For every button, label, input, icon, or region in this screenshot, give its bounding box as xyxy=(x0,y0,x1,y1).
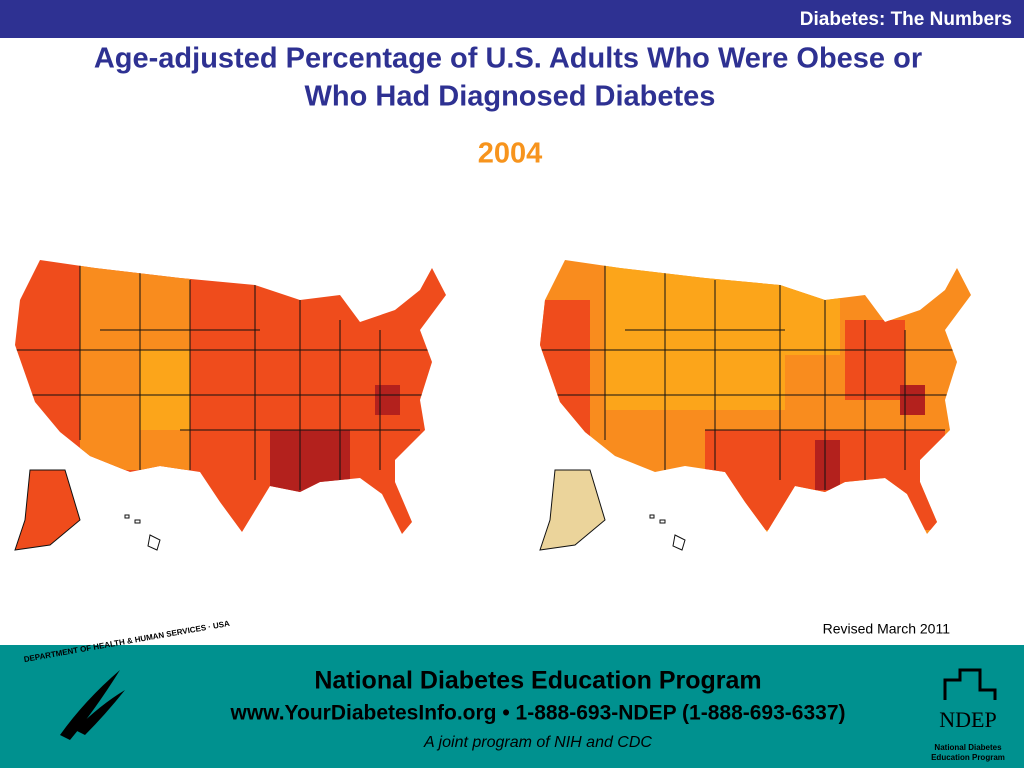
footer-bar xyxy=(0,645,1024,768)
title-line: Who Had Diagnosed Diabetes xyxy=(305,81,716,113)
header-label: Diabetes: The Numbers xyxy=(800,9,1012,30)
footer-line: A joint program of NIH and CDC xyxy=(423,734,652,751)
map-obesity xyxy=(14,260,446,551)
footer-line: www.YourDiabetesInfo.org • 1-888-693-NDE… xyxy=(229,702,845,725)
ndep-sub: National Diabetes xyxy=(934,743,1002,752)
footer-line: National Diabetes Education Program xyxy=(314,667,761,695)
revised-note: Revised March 2011 xyxy=(823,621,951,637)
title-line: Age-adjusted Percentage of U.S. Adults W… xyxy=(94,43,922,75)
ndep-text: NDEP xyxy=(939,707,996,732)
year: 2004 xyxy=(478,138,543,170)
ndep-logo: NDEP National Diabetes Education Program xyxy=(931,668,1005,762)
ndep-sub: Education Program xyxy=(931,753,1005,762)
header-bar xyxy=(0,0,1024,38)
map-diabetes xyxy=(539,260,971,551)
